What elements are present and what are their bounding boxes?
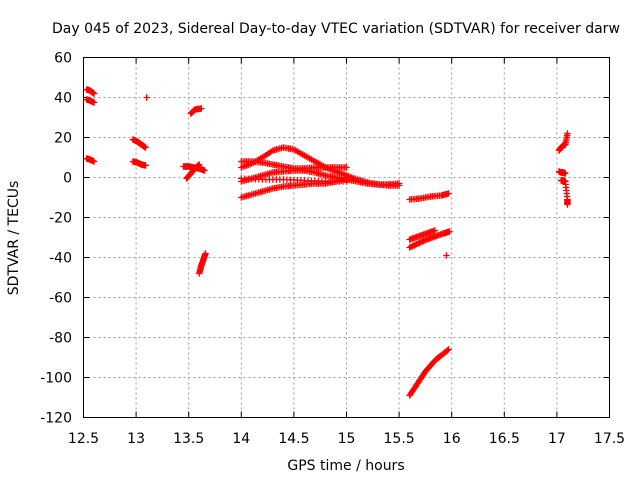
x-tick-label: 13	[127, 431, 145, 447]
y-tick-label: -100	[40, 371, 72, 387]
data-point	[406, 244, 413, 251]
data-point	[90, 158, 98, 165]
series-arc-v	[555, 168, 569, 177]
series-arc-c	[83, 155, 98, 165]
y-tick-label: -40	[49, 251, 72, 267]
data-point	[90, 90, 98, 97]
x-axis-label: GPS time / hours	[287, 458, 404, 474]
data-point	[413, 240, 420, 248]
data-point	[446, 228, 453, 235]
data-point	[202, 250, 209, 257]
x-tick-label: 15	[338, 431, 356, 447]
data-point	[562, 170, 569, 177]
data-point	[431, 227, 439, 234]
y-axis-label: SDTVAR / TECUs	[6, 181, 22, 296]
chart-title: Day 045 of 2023, Sidereal Day-to-day VTE…	[52, 21, 620, 37]
series-arc-e	[129, 158, 149, 169]
series-arc-g	[187, 105, 205, 117]
y-tick-label: -60	[49, 291, 72, 307]
data-point	[201, 167, 208, 174]
data-point	[412, 241, 419, 249]
x-tick-label: 12.5	[68, 431, 99, 447]
y-tick-label: 0	[63, 171, 72, 187]
y-tick-label: -120	[40, 411, 72, 427]
data-point	[395, 182, 403, 189]
y-tick-label: 20	[54, 131, 72, 147]
grid-lines	[83, 57, 610, 418]
x-tick-labels: 12.5 13 13.5 14 14.5 15 15.5 16 16.5 17 17.5	[68, 431, 625, 447]
data-point	[343, 164, 350, 171]
data-point	[416, 239, 423, 247]
series-arc-s	[443, 252, 450, 259]
data-point	[420, 237, 427, 245]
series-arc-b	[83, 96, 98, 106]
y-tick-label: -80	[49, 331, 72, 347]
series-arc-t	[406, 346, 452, 399]
series-arc-i	[183, 161, 203, 182]
data-point	[198, 105, 205, 112]
data-point	[142, 144, 149, 151]
series-arc-p	[406, 190, 452, 203]
series-arc-a	[83, 86, 98, 97]
data-point	[195, 161, 202, 169]
x-tick-label: 16.5	[489, 431, 520, 447]
data-point	[421, 236, 429, 244]
x-tick-label: 17.5	[594, 431, 625, 447]
data-point	[90, 99, 98, 106]
data-point	[407, 243, 415, 251]
series-arc-r	[406, 228, 453, 251]
series-arc-w	[557, 177, 571, 208]
series-arc-o	[238, 175, 350, 185]
data-point	[564, 201, 571, 208]
axis-ticks	[83, 57, 610, 418]
data-point	[194, 162, 202, 170]
x-tick-label: 17	[548, 431, 566, 447]
data-point	[414, 240, 422, 247]
x-tick-label: 15.5	[384, 431, 415, 447]
x-tick-label: 14.5	[278, 431, 309, 447]
data-point	[444, 347, 451, 354]
data-point	[445, 346, 452, 353]
data-point	[417, 238, 425, 246]
x-tick-label: 13.5	[173, 431, 204, 447]
data-point	[142, 162, 149, 169]
data-point	[343, 178, 350, 185]
data-point	[409, 242, 416, 250]
data-point	[445, 190, 452, 197]
y-tick-labels: 60 40 20 0 -20 -40 -60 -80 -100 -120	[40, 51, 72, 427]
data-points	[83, 86, 571, 399]
data-point	[419, 238, 426, 245]
y-tick-label: -20	[49, 211, 72, 227]
data-point	[196, 161, 203, 168]
data-point	[410, 242, 418, 249]
x-tick-label: 16	[443, 431, 461, 447]
y-tick-label: 60	[54, 51, 72, 67]
data-point	[143, 94, 150, 101]
data-point	[443, 252, 450, 259]
series-arc-u	[555, 130, 571, 154]
data-point	[564, 130, 571, 137]
x-tick-label: 14	[232, 431, 250, 447]
series-arc-f	[143, 94, 150, 101]
series-arc-d	[129, 136, 149, 151]
series-arc-j	[196, 250, 209, 277]
series-arc-q	[406, 227, 439, 243]
y-tick-label: 40	[54, 91, 72, 107]
